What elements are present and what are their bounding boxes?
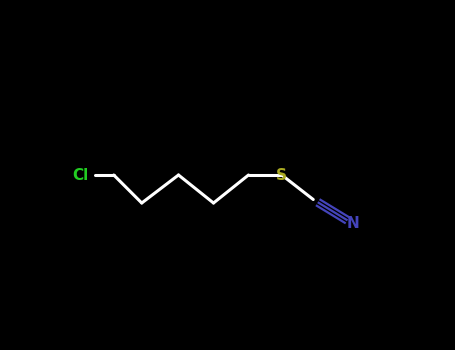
Text: Cl: Cl [72,168,89,182]
Text: N: N [347,217,360,231]
Text: S: S [276,168,287,182]
